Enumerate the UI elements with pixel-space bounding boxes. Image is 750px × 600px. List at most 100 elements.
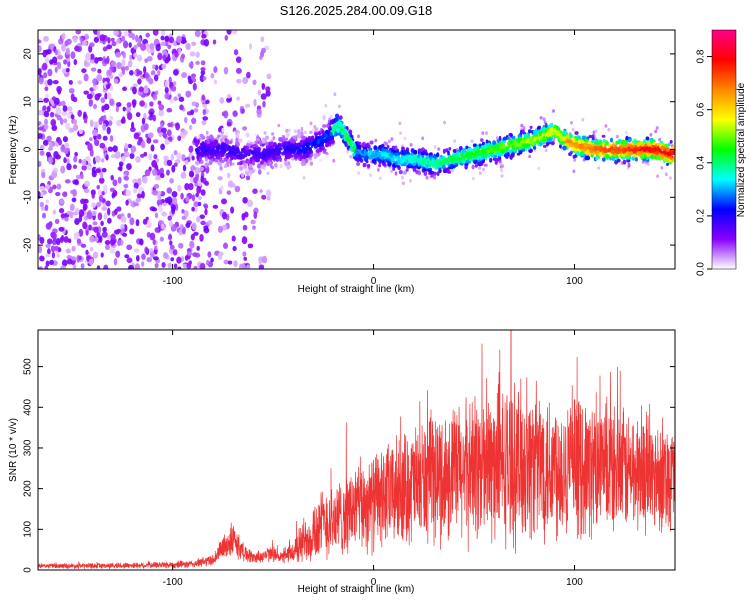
spectrogram-cell (160, 172, 165, 179)
spectrogram-cell (183, 210, 189, 218)
spectrogram-cell (443, 120, 447, 125)
spectrogram-cell (409, 179, 412, 183)
spectrogram-cell (80, 243, 87, 248)
spectrogram-cell (212, 204, 219, 209)
spectrogram-cell (73, 232, 79, 240)
spectrogram-cell (283, 149, 289, 154)
spectrogram-cell (99, 142, 106, 149)
spectrogram-cell (447, 150, 450, 156)
spectrogram-cell (525, 138, 528, 144)
spectrogram-cell (39, 255, 45, 262)
spectrogram-cell (562, 136, 566, 141)
spectrogram-cell (480, 145, 485, 151)
spectrogram-cell (226, 190, 232, 195)
spectrogram-cells (38, 30, 675, 269)
spectrogram-cell (66, 38, 72, 45)
spectrogram-cell (173, 263, 178, 269)
spectrogram-cell (221, 198, 227, 205)
spectrogram-cell (523, 144, 527, 149)
spectrogram-cell (598, 145, 603, 151)
spectrogram-cell (81, 68, 87, 74)
spectrogram-cell (98, 117, 103, 125)
spectrogram-cell (67, 238, 72, 244)
spectrogram-cell (169, 244, 175, 250)
spectrogram-cell (639, 151, 642, 156)
spectrogram-cell (144, 169, 151, 177)
spectrogram-cell (265, 89, 271, 97)
spectrogram-cell (195, 192, 199, 198)
spectrogram-cell (421, 136, 425, 141)
spectrogram-cell (492, 140, 497, 145)
spectrogram-cell (89, 53, 95, 61)
spectrogram-cell (129, 217, 135, 226)
spectrogram-cell (80, 198, 86, 205)
spectrogram-cell (122, 232, 128, 237)
spectrogram-cell (382, 162, 387, 167)
spectrogram-cell (478, 156, 483, 160)
spectrogram-cell (166, 107, 173, 113)
spectrogram-cell (325, 154, 329, 158)
spectrogram-cell (176, 256, 182, 264)
spectrogram-cell (645, 136, 650, 141)
spectrogram-cell (106, 55, 110, 64)
spectrogram-cell (97, 189, 102, 196)
spectrogram-cell (472, 146, 477, 152)
spectrogram-cell (512, 147, 516, 152)
spectrogram-cell (107, 207, 111, 216)
spectrogram-cell (154, 64, 159, 71)
spectrogram-cell (113, 30, 120, 37)
spectrogram-cell (429, 170, 435, 175)
spectrogram-cell (571, 146, 576, 150)
spectrogram-cell (656, 146, 660, 152)
spectrogram-cell (202, 147, 206, 152)
spectrogram-cell (169, 98, 174, 104)
spectrogram-cell (38, 126, 43, 131)
spectrogram-cell (64, 216, 69, 222)
spectrogram-cell (93, 103, 97, 110)
spectrogram-cell (204, 164, 208, 168)
spectrogram-cell (315, 132, 318, 137)
spectrogram-cell (433, 162, 438, 168)
spectrogram-cell (174, 159, 181, 164)
spectrogram-cell (191, 222, 197, 231)
spectrogram-cell (478, 171, 482, 175)
spectrogram-cell (303, 142, 307, 146)
spectrogram-cell (92, 221, 98, 226)
spectrogram-cell (400, 176, 404, 180)
spectrogram-cell (472, 143, 477, 148)
spectrogram-cell (81, 164, 87, 171)
spectrogram-cell (378, 159, 382, 164)
spectrogram-cell (158, 109, 165, 117)
spectrogram-cell (40, 206, 46, 211)
spectrogram-cell (151, 159, 158, 168)
spectrogram-cell (243, 162, 246, 167)
spectrogram-cell (256, 157, 261, 163)
spectrogram-cell (152, 30, 159, 36)
spectrogram-cell (380, 143, 385, 148)
spectrogram-cell (101, 206, 108, 211)
spectrogram-cell (507, 142, 510, 148)
spectrogram-cell (112, 145, 118, 153)
spectrogram-cell (253, 133, 258, 137)
spectrogram-cell (171, 190, 178, 198)
spectrogram-cell (83, 59, 88, 67)
spectrogram-cell (287, 147, 292, 152)
spectrogram-cell (189, 51, 196, 57)
spectrogram-cell (591, 139, 595, 144)
spectrogram-cell (81, 40, 88, 47)
spectrogram-cell (185, 222, 191, 228)
spectrogram-cell (198, 156, 202, 162)
spectrogram-cell (309, 130, 313, 135)
spectrogram-cell (547, 138, 551, 143)
spectrogram-cell (126, 102, 132, 108)
spectrogram-cell (140, 140, 146, 149)
spectrogram-cell (97, 212, 103, 221)
spectrogram-cell (278, 136, 283, 142)
spectrogram-cell (80, 263, 85, 269)
spectrogram-cell (352, 153, 356, 157)
spectrogram-cell (314, 152, 319, 158)
spectrogram-cell (357, 141, 362, 145)
spectrogram-cell (494, 159, 498, 165)
snr-x-tick-label: -100 (163, 577, 183, 588)
spectrogram-cell (153, 184, 160, 189)
